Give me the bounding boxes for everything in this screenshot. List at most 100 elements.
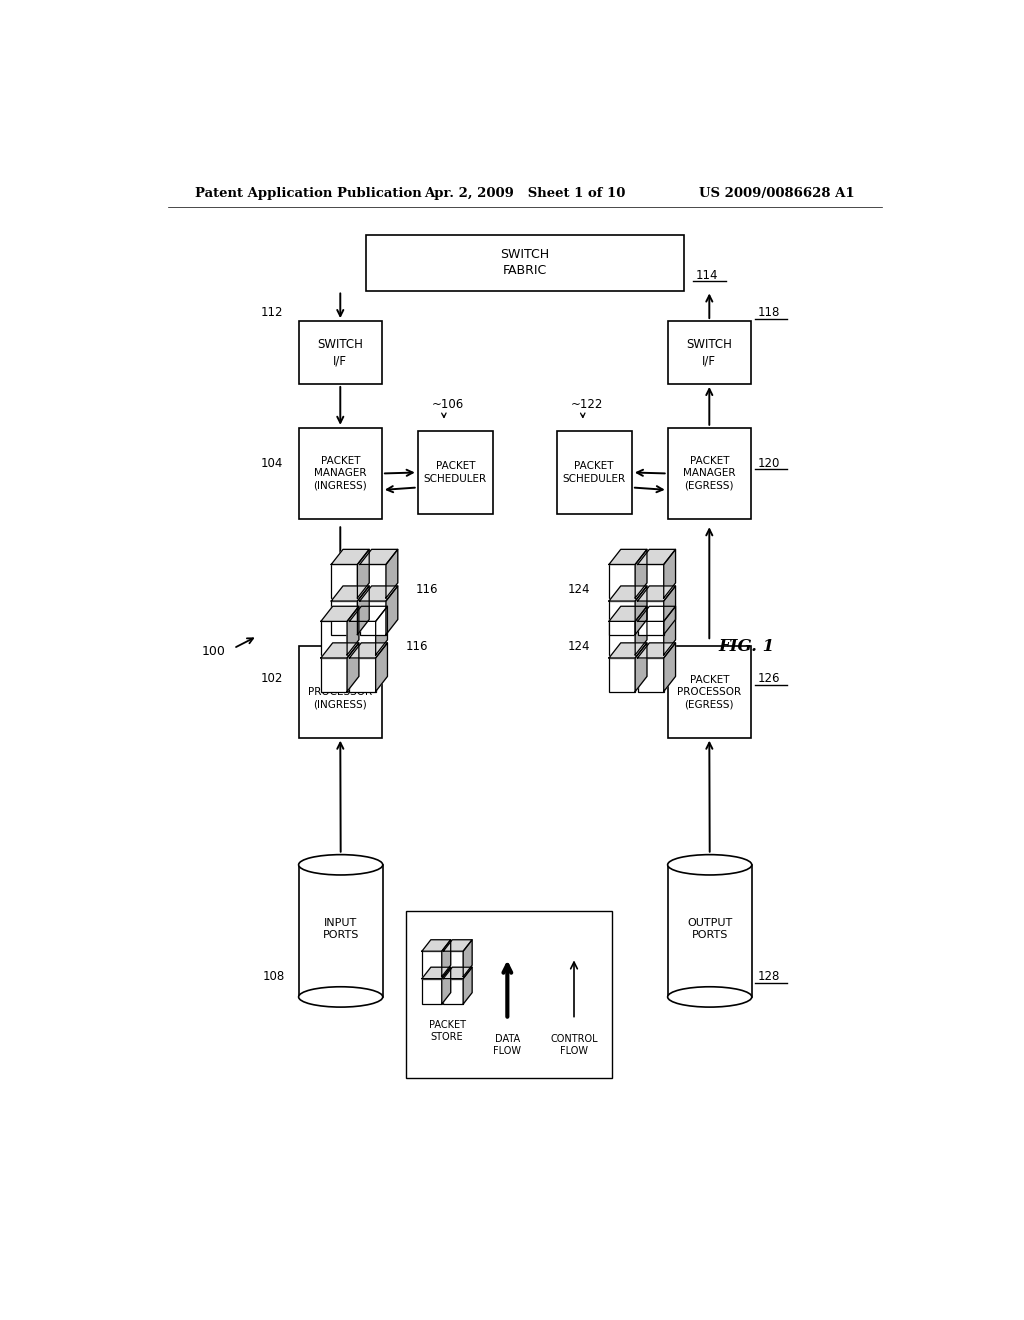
Ellipse shape bbox=[668, 854, 752, 875]
Bar bbox=[668, 865, 752, 997]
Text: 116: 116 bbox=[416, 583, 438, 595]
Bar bbox=[299, 865, 383, 997]
Text: 128: 128 bbox=[758, 970, 779, 983]
Bar bbox=[609, 622, 635, 655]
Polygon shape bbox=[359, 549, 397, 565]
Text: Apr. 2, 2009   Sheet 1 of 10: Apr. 2, 2009 Sheet 1 of 10 bbox=[424, 187, 626, 201]
Polygon shape bbox=[638, 643, 676, 657]
Bar bbox=[349, 622, 376, 655]
Polygon shape bbox=[638, 586, 676, 601]
Ellipse shape bbox=[299, 987, 383, 1007]
Text: 104: 104 bbox=[260, 457, 283, 470]
Bar bbox=[299, 321, 382, 384]
Bar bbox=[321, 657, 347, 692]
Text: PACKET
SCHEDULER: PACKET SCHEDULER bbox=[562, 461, 626, 483]
Polygon shape bbox=[443, 968, 472, 978]
Polygon shape bbox=[463, 968, 472, 1005]
Polygon shape bbox=[664, 586, 676, 635]
Text: 126: 126 bbox=[758, 672, 780, 685]
Polygon shape bbox=[441, 940, 451, 977]
Ellipse shape bbox=[299, 854, 383, 875]
Polygon shape bbox=[664, 606, 676, 655]
Polygon shape bbox=[357, 586, 370, 635]
Text: 114: 114 bbox=[695, 269, 718, 281]
Polygon shape bbox=[376, 643, 387, 692]
Text: ~106: ~106 bbox=[432, 399, 464, 412]
Bar bbox=[422, 952, 441, 977]
Text: 102: 102 bbox=[260, 672, 283, 685]
Polygon shape bbox=[331, 549, 370, 565]
Bar bbox=[359, 601, 386, 635]
Polygon shape bbox=[664, 643, 676, 692]
Text: ~122: ~122 bbox=[570, 399, 603, 412]
Polygon shape bbox=[357, 549, 370, 598]
Bar bbox=[359, 565, 386, 598]
Bar bbox=[638, 565, 664, 598]
Text: 120: 120 bbox=[758, 457, 779, 470]
Bar bbox=[418, 430, 494, 515]
Polygon shape bbox=[321, 606, 358, 622]
Text: OUTPUT
PORTS: OUTPUT PORTS bbox=[687, 917, 732, 940]
Text: US 2009/0086628 A1: US 2009/0086628 A1 bbox=[698, 187, 854, 201]
Bar bbox=[422, 978, 441, 1005]
Text: 124: 124 bbox=[568, 583, 591, 595]
Text: 108: 108 bbox=[263, 970, 285, 983]
Polygon shape bbox=[443, 940, 472, 952]
Bar bbox=[299, 428, 382, 519]
Bar bbox=[406, 911, 612, 1078]
Polygon shape bbox=[664, 549, 676, 598]
Bar bbox=[609, 601, 635, 635]
Polygon shape bbox=[376, 606, 387, 655]
Polygon shape bbox=[635, 606, 647, 655]
Bar bbox=[321, 622, 347, 655]
Text: SWITCH
FABRIC: SWITCH FABRIC bbox=[501, 248, 549, 277]
Text: PACKET
MANAGER
(INGRESS): PACKET MANAGER (INGRESS) bbox=[313, 457, 368, 491]
Polygon shape bbox=[609, 586, 647, 601]
Text: SWITCH
I/F: SWITCH I/F bbox=[317, 338, 364, 367]
Polygon shape bbox=[386, 549, 397, 598]
Bar bbox=[668, 647, 751, 738]
Bar bbox=[443, 978, 463, 1005]
Text: PACKET
PROCESSOR
(EGRESS): PACKET PROCESSOR (EGRESS) bbox=[677, 675, 741, 709]
Polygon shape bbox=[463, 940, 472, 977]
Polygon shape bbox=[359, 586, 397, 601]
Text: SWITCH
I/F: SWITCH I/F bbox=[686, 338, 732, 367]
Text: 112: 112 bbox=[260, 306, 283, 319]
Text: Patent Application Publication: Patent Application Publication bbox=[196, 187, 422, 201]
Text: DATA
FLOW: DATA FLOW bbox=[494, 1034, 521, 1056]
Bar bbox=[609, 657, 635, 692]
Polygon shape bbox=[347, 606, 358, 655]
Text: PACKET
STORE: PACKET STORE bbox=[428, 1020, 466, 1041]
Polygon shape bbox=[347, 643, 358, 692]
Polygon shape bbox=[635, 586, 647, 635]
Polygon shape bbox=[349, 606, 387, 622]
Ellipse shape bbox=[668, 987, 752, 1007]
Bar bbox=[557, 430, 632, 515]
Bar bbox=[638, 622, 664, 655]
Polygon shape bbox=[422, 940, 451, 952]
Text: 124: 124 bbox=[568, 640, 591, 653]
Bar bbox=[668, 321, 751, 384]
Polygon shape bbox=[331, 586, 370, 601]
Polygon shape bbox=[441, 968, 451, 1005]
Polygon shape bbox=[635, 549, 647, 598]
Polygon shape bbox=[349, 643, 387, 657]
Bar bbox=[609, 565, 635, 598]
Bar bbox=[299, 647, 382, 738]
Polygon shape bbox=[321, 643, 358, 657]
Polygon shape bbox=[422, 968, 451, 978]
Text: CONTROL
FLOW: CONTROL FLOW bbox=[550, 1034, 598, 1056]
Bar bbox=[443, 952, 463, 977]
Bar bbox=[331, 565, 357, 598]
Bar bbox=[367, 235, 684, 290]
Polygon shape bbox=[609, 549, 647, 565]
Text: 118: 118 bbox=[758, 306, 779, 319]
Polygon shape bbox=[609, 643, 647, 657]
Text: FIG. 1: FIG. 1 bbox=[719, 638, 775, 655]
Polygon shape bbox=[386, 586, 397, 635]
Text: PACKET
SCHEDULER: PACKET SCHEDULER bbox=[424, 461, 487, 483]
Text: 116: 116 bbox=[406, 640, 428, 653]
Bar bbox=[668, 428, 751, 519]
Polygon shape bbox=[609, 606, 647, 622]
Bar bbox=[638, 657, 664, 692]
